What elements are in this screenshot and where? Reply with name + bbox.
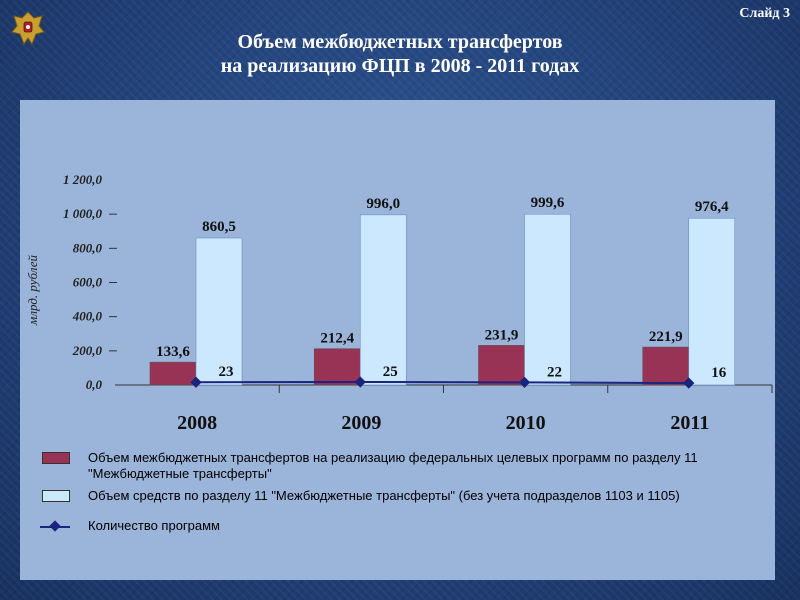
legend-item-program-count: Количество программ bbox=[40, 518, 770, 534]
data-label-program-count: 22 bbox=[547, 364, 562, 380]
data-label-section-funds: 999,6 bbox=[531, 195, 565, 211]
x-category-label: 2008 bbox=[177, 412, 217, 434]
data-label-program-count: 16 bbox=[711, 365, 727, 381]
data-label-section-funds: 976,4 bbox=[695, 199, 729, 215]
legend-swatch-transfers bbox=[42, 452, 70, 464]
emblem-icon bbox=[11, 11, 45, 46]
legend-item-section-funds: Объем средств по разделу 11 "Межбюджетны… bbox=[40, 488, 770, 504]
legend-line-program-count bbox=[40, 526, 70, 528]
bar-section-funds bbox=[524, 213, 571, 386]
legend-item-transfers: Объем межбюджетных трансфертов на реализ… bbox=[40, 450, 770, 482]
point-program-count bbox=[354, 376, 366, 388]
y-tick-label: 400,0 bbox=[72, 309, 103, 324]
data-label-transfers: 133,6 bbox=[156, 344, 190, 360]
point-program-count bbox=[683, 377, 695, 389]
legend-label-section-funds: Объем средств по разделу 11 "Межбюджетны… bbox=[88, 488, 680, 503]
page-title: Объем межбюджетных трансфертов на реализ… bbox=[0, 30, 800, 78]
bar-section-funds bbox=[195, 237, 243, 386]
bar-transfers bbox=[313, 348, 361, 386]
bar-section-funds bbox=[688, 217, 736, 386]
point-program-count bbox=[518, 376, 531, 389]
data-label-section-funds: 860,5 bbox=[202, 219, 236, 235]
data-label-section-funds: 996,0 bbox=[366, 196, 400, 212]
x-category-label: 2010 bbox=[506, 412, 546, 434]
point-program-count bbox=[190, 376, 202, 388]
bar-section-funds bbox=[359, 214, 407, 386]
chart-panel: 0,0 200,0 400,0 600,0 800,0 1 000,0 1 200,0 млр… bbox=[20, 100, 775, 580]
chart-legend: Объем межбюджетных трансфертов на реализ… bbox=[40, 450, 770, 540]
data-label-transfers: 231,9 bbox=[485, 327, 519, 343]
y-tick-label: 1 000,0 bbox=[63, 206, 103, 221]
bar-transfers bbox=[149, 361, 197, 386]
y-tick-label: 800,0 bbox=[73, 240, 103, 255]
title-line-2: на реализацию ФЦП в 2008 - 2011 годах bbox=[220, 55, 580, 77]
y-tick-label: 600,0 bbox=[73, 275, 103, 290]
data-label-program-count: 25 bbox=[383, 364, 398, 380]
chart-area: 0,0 200,0 400,0 600,0 800,0 1 000,0 1 200,0 млр… bbox=[25, 172, 773, 434]
line-program-count bbox=[195, 380, 689, 385]
legend-swatch-section-funds bbox=[42, 490, 70, 502]
y-tick-label: 0,0 bbox=[86, 377, 103, 392]
data-label-transfers: 221,9 bbox=[649, 329, 683, 345]
data-label-program-count: 23 bbox=[219, 364, 234, 380]
data-label-transfers: 212,4 bbox=[320, 331, 354, 347]
x-category-label: 2011 bbox=[670, 412, 709, 434]
slide-number: Слайд 3 bbox=[739, 6, 790, 21]
bar-transfers bbox=[642, 346, 690, 386]
y-axis-title: млрд. рублей bbox=[25, 255, 40, 326]
y-tick-label: 200,0 bbox=[72, 343, 103, 358]
bar-transfers bbox=[478, 345, 525, 386]
x-category-label: 2009 bbox=[341, 412, 381, 434]
legend-label-program-count: Количество программ bbox=[88, 518, 220, 533]
legend-label-transfers: Объем межбюджетных трансфертов на реализ… bbox=[88, 450, 698, 481]
title-line-1: Объем межбюджетных трансфертов bbox=[237, 31, 563, 53]
y-tick-label: 1 200,0 bbox=[63, 172, 103, 187]
